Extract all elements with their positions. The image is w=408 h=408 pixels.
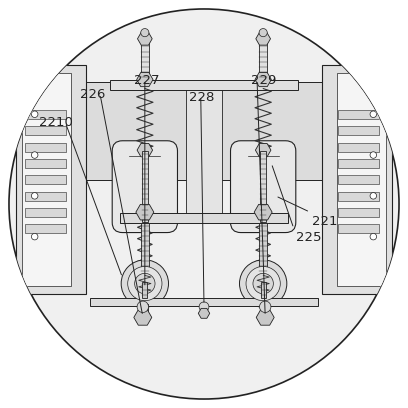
Bar (338, 208, 379, 217)
Bar (25, 175, 66, 184)
Text: 226: 226 (80, 88, 105, 101)
Bar (25, 126, 66, 135)
Bar (338, 110, 379, 119)
Text: 229: 229 (251, 74, 276, 87)
Bar (337, 73, 386, 286)
Circle shape (128, 266, 162, 301)
Bar (338, 143, 379, 152)
Bar (338, 159, 379, 168)
Circle shape (135, 273, 155, 294)
Circle shape (9, 9, 399, 399)
Bar (110, 80, 298, 90)
Circle shape (137, 301, 149, 313)
Bar (142, 282, 147, 298)
Circle shape (370, 152, 377, 158)
FancyBboxPatch shape (231, 141, 296, 233)
Bar (120, 213, 288, 223)
FancyBboxPatch shape (112, 141, 177, 233)
Bar (338, 192, 379, 201)
Text: 228: 228 (189, 91, 214, 104)
Bar (322, 65, 392, 294)
Bar (142, 151, 148, 222)
Bar (338, 126, 379, 135)
Bar (25, 208, 66, 217)
Bar (141, 223, 149, 284)
Bar (259, 223, 267, 284)
Bar (73, 82, 335, 180)
Bar (25, 143, 66, 152)
Circle shape (259, 29, 267, 37)
Circle shape (370, 233, 377, 240)
Circle shape (246, 266, 280, 301)
Circle shape (31, 152, 38, 158)
Bar (22, 73, 71, 286)
Text: 221: 221 (312, 215, 338, 228)
Circle shape (31, 233, 38, 240)
Circle shape (370, 193, 377, 199)
Text: 227: 227 (134, 74, 159, 87)
Bar (25, 192, 66, 201)
Bar (261, 282, 266, 298)
Bar (141, 39, 149, 80)
Bar (25, 224, 66, 233)
Circle shape (141, 29, 149, 37)
Circle shape (239, 260, 287, 307)
Circle shape (199, 302, 209, 312)
Bar (16, 65, 86, 294)
Text: 225: 225 (296, 231, 322, 244)
Bar (142, 304, 148, 312)
Bar (260, 151, 266, 222)
Circle shape (121, 260, 169, 307)
Circle shape (31, 193, 38, 199)
Circle shape (259, 301, 271, 313)
Circle shape (31, 111, 38, 118)
Bar (25, 110, 66, 119)
Bar (259, 39, 267, 80)
Text: 2210: 2210 (39, 116, 73, 129)
Bar (25, 159, 66, 168)
Circle shape (370, 111, 377, 118)
Bar (186, 86, 222, 216)
Bar (90, 298, 318, 306)
Circle shape (253, 273, 273, 294)
Bar (260, 304, 266, 312)
Bar (338, 224, 379, 233)
Bar (338, 175, 379, 184)
